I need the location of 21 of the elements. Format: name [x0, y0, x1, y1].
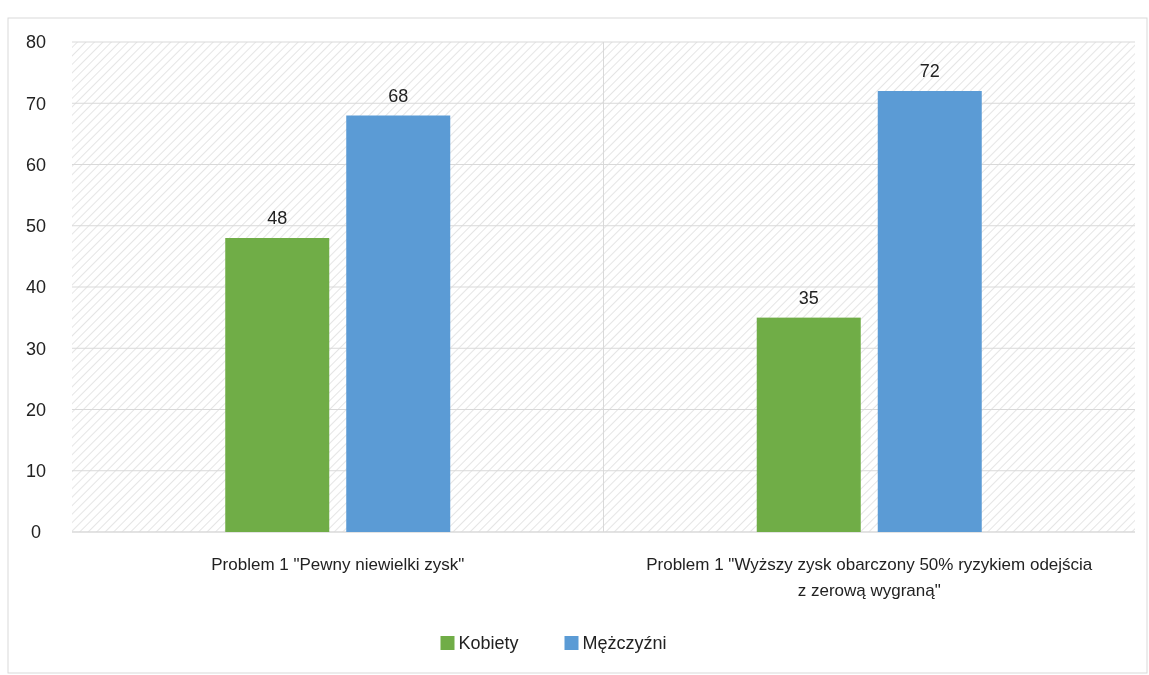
- y-tick-label: 70: [25, 93, 47, 114]
- y-tick-label: 10: [25, 461, 47, 482]
- y-tick-label: 30: [25, 338, 47, 359]
- bar: [225, 238, 330, 532]
- y-tick-label: 80: [25, 32, 47, 53]
- data-label: 35: [798, 287, 819, 308]
- data-label: 68: [388, 85, 409, 106]
- legend-label: Mężczyźni: [582, 633, 667, 654]
- bar: [877, 91, 982, 532]
- y-tick-label: 50: [25, 216, 47, 237]
- y-tick-label: 0: [30, 522, 42, 543]
- data-label: 72: [919, 61, 940, 81]
- x-tick-label: Problem 1 "Wyższy zysk obarczony 50% ryzykiem odejścia z zerową wygraną": [646, 555, 1093, 600]
- y-tick-label: 20: [25, 399, 47, 420]
- data-label: 48: [267, 208, 288, 228]
- bar: [346, 115, 451, 532]
- y-tick-label: 60: [25, 154, 47, 175]
- bar: [756, 317, 861, 532]
- y-tick-label: 40: [25, 277, 47, 298]
- legend-label: Kobiety: [458, 633, 519, 654]
- x-tick-label: Problem 1 "Pewny niewielki zysk": [211, 555, 465, 574]
